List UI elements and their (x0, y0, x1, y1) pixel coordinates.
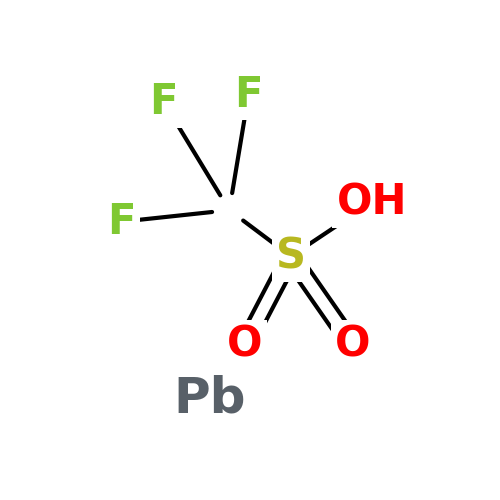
Text: S: S (276, 236, 306, 278)
Text: F: F (107, 200, 136, 242)
Text: Pb: Pb (174, 375, 246, 423)
Text: O: O (227, 324, 262, 366)
Text: OH: OH (336, 182, 407, 224)
Text: F: F (150, 82, 178, 124)
Text: O: O (335, 324, 370, 366)
Text: F: F (234, 74, 263, 116)
